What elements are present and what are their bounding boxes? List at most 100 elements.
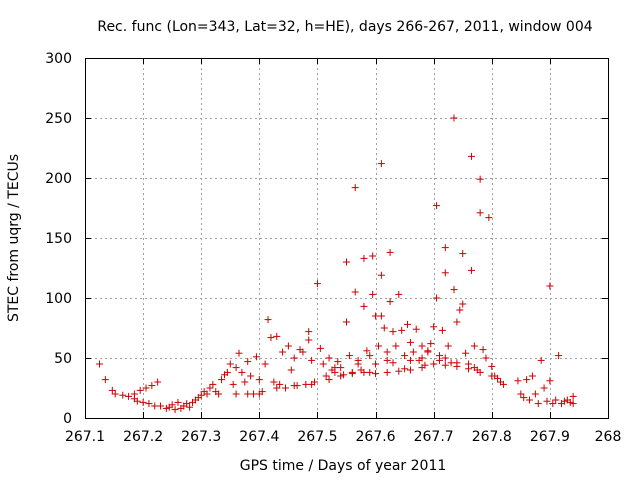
data-point: [168, 401, 176, 409]
data-point: [235, 349, 243, 357]
data-point: [418, 342, 426, 350]
data-point: [543, 397, 551, 405]
data-point: [186, 403, 194, 411]
y-tick-label: 300: [45, 51, 72, 67]
data-point: [383, 368, 391, 376]
data-point: [377, 312, 385, 320]
data-point: [517, 390, 525, 398]
data-point: [96, 360, 104, 368]
data-point: [476, 368, 484, 376]
data-point: [197, 391, 205, 399]
data-point: [142, 384, 150, 392]
data-point: [433, 294, 441, 302]
data-point: [459, 300, 467, 308]
data-point: [319, 360, 327, 368]
data-point: [247, 372, 255, 380]
data-point: [229, 380, 237, 388]
x-tick-label: 267.3: [181, 429, 221, 445]
data-point: [569, 392, 577, 400]
data-point: [244, 358, 252, 366]
data-point: [546, 282, 554, 290]
data-point: [392, 342, 400, 350]
data-point: [255, 376, 263, 384]
data-point: [255, 390, 263, 398]
data-point: [552, 396, 560, 404]
data-point: [386, 248, 394, 256]
data-point: [523, 376, 531, 384]
data-point: [313, 280, 321, 288]
data-point: [488, 362, 496, 370]
y-tick-label: 200: [45, 171, 72, 187]
data-point: [287, 366, 295, 374]
data-point: [215, 390, 223, 398]
data-point: [334, 358, 342, 366]
data-point: [372, 360, 380, 368]
data-point: [456, 306, 464, 314]
data-point: [430, 360, 438, 368]
data-point: [476, 209, 484, 217]
data-point: [316, 344, 324, 352]
y-tick-labels: 0 50 100 150 200 250 300: [45, 51, 72, 427]
data-point: [226, 360, 234, 368]
x-tick-label: 267.6: [356, 429, 396, 445]
data-point: [108, 386, 116, 394]
data-point: [380, 324, 388, 332]
data-point: [279, 348, 287, 356]
data-point: [404, 320, 412, 328]
plot-frame: [85, 58, 609, 419]
data-point: [412, 325, 420, 333]
data-point: [389, 328, 397, 336]
data-point: [157, 402, 165, 410]
data-point: [531, 390, 539, 398]
data-point: [264, 316, 272, 324]
data-point: [281, 384, 289, 392]
data-point: [395, 367, 403, 375]
data-point: [467, 266, 475, 274]
data-point: [398, 326, 406, 334]
data-point: [406, 366, 414, 374]
data-point: [514, 377, 522, 385]
data-point: [154, 378, 162, 386]
data-point: [133, 397, 141, 405]
data-point: [406, 356, 414, 364]
data-point: [488, 372, 496, 380]
data-point: [119, 391, 127, 399]
data-point: [252, 353, 260, 361]
data-point: [560, 397, 568, 405]
data-point: [206, 384, 214, 392]
x-tick-label: 267.9: [530, 429, 570, 445]
data-point: [171, 406, 179, 414]
data-point: [479, 346, 487, 354]
data-point: [139, 398, 147, 406]
data-point: [520, 394, 528, 402]
data-point: [418, 364, 426, 372]
data-point: [369, 252, 377, 260]
x-tick-label: 267.4: [239, 429, 279, 445]
data-point: [424, 348, 432, 356]
data-point: [305, 336, 313, 344]
data-point: [435, 356, 443, 364]
x-tick-label: 267.8: [472, 429, 512, 445]
y-tick-label: 0: [63, 411, 72, 427]
data-point: [406, 338, 414, 346]
data-point: [337, 372, 345, 380]
x-tick-label: 267.7: [414, 429, 454, 445]
data-point: [267, 334, 275, 342]
data-point: [343, 258, 350, 266]
data-point: [325, 376, 333, 384]
data-point: [331, 364, 339, 372]
data-point: [386, 298, 394, 306]
data-point: [450, 114, 458, 122]
data-point: [223, 368, 231, 376]
data-point: [476, 175, 484, 183]
grid-lines: [85, 58, 608, 418]
x-axis-label: GPS time / Days of year 2011: [240, 458, 447, 474]
data-point: [125, 392, 133, 400]
data-point: [145, 400, 153, 408]
data-point: [308, 380, 316, 388]
data-point: [462, 349, 470, 357]
data-point: [284, 342, 292, 350]
data-point: [351, 184, 359, 192]
data-point: [470, 364, 478, 372]
data-point: [372, 370, 380, 378]
